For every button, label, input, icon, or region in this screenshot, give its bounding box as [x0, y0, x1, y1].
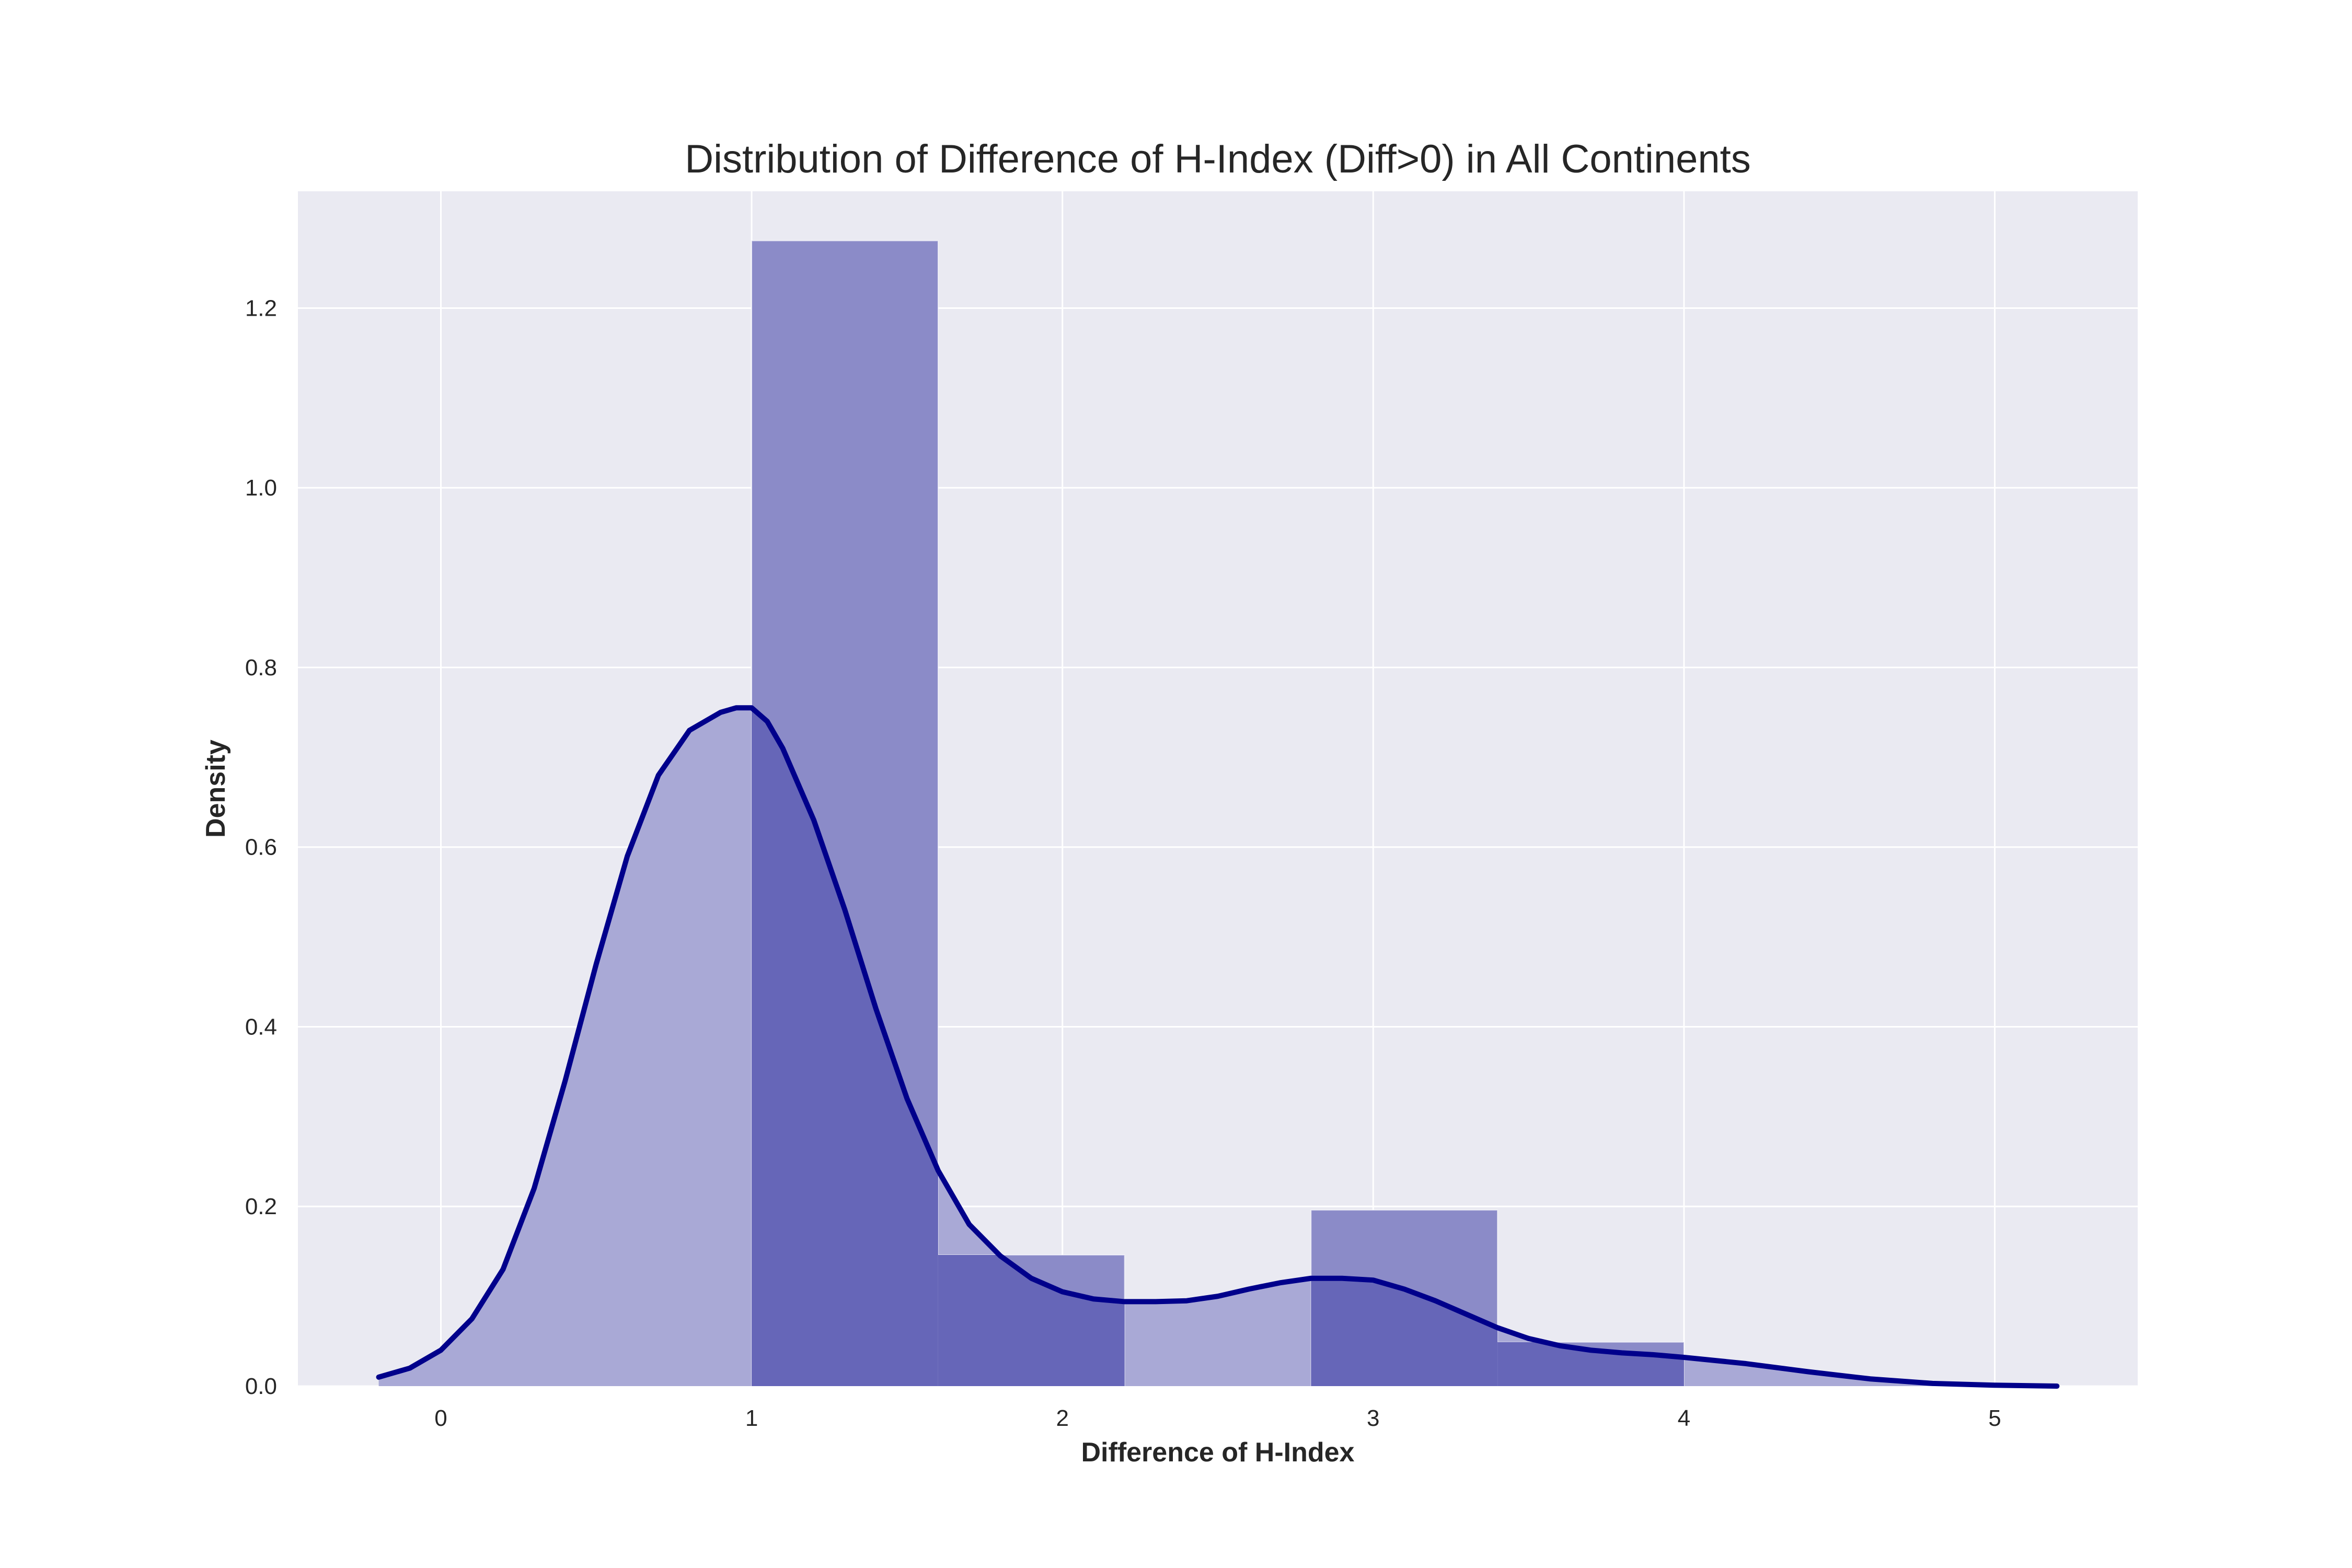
x-tick-label: 5	[1988, 1405, 2001, 1431]
x-tick-label: 2	[1056, 1405, 1068, 1431]
x-tick-label: 4	[1678, 1405, 1690, 1431]
tick-labels: 0 1 2 3 4 5 0.0 0.2 0.4 0.6 0.8 1.0 1.2	[245, 295, 2001, 1431]
x-tick-label: 0	[434, 1405, 447, 1431]
y-tick-label: 0.0	[245, 1374, 277, 1399]
kde-line	[376, 705, 2060, 1389]
y-tick-label: 0.2	[245, 1194, 277, 1219]
y-axis-label: Density	[201, 740, 231, 838]
chart-title: Distribution of Difference of H-Index (D…	[685, 137, 1751, 181]
y-tick-label: 0.8	[245, 655, 277, 681]
y-tick-label: 1.2	[245, 295, 277, 321]
y-tick-label: 0.4	[245, 1014, 277, 1040]
x-tick-label: 3	[1367, 1405, 1379, 1431]
y-tick-label: 0.6	[245, 835, 277, 860]
histogram-bar-overlap	[1497, 1342, 1684, 1386]
bar-kde-overlap	[752, 708, 1684, 1386]
histogram-bar-overlap	[938, 1255, 1125, 1386]
histogram-bar-overlap	[1311, 1278, 1498, 1386]
histogram-bar-overlap	[752, 708, 938, 1386]
y-tick-label: 1.0	[245, 475, 277, 501]
x-tick-label: 1	[745, 1405, 758, 1431]
x-axis-label: Difference of H-Index	[1081, 1437, 1355, 1468]
kde-curve	[376, 705, 2060, 1389]
